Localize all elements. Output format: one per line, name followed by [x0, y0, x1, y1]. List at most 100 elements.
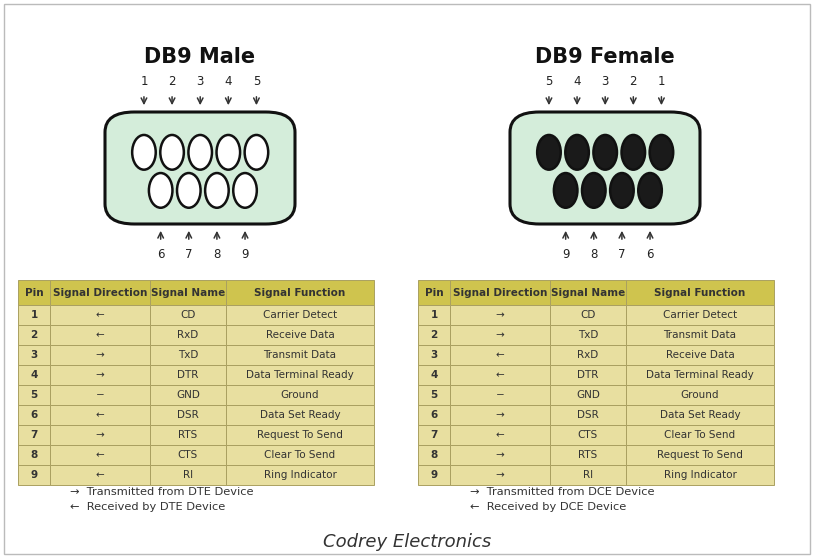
Text: Signal Function: Signal Function: [255, 287, 346, 297]
Text: CD: CD: [181, 310, 195, 320]
Bar: [18, 405, 50, 425]
Text: ←  Received by DTE Device: ← Received by DTE Device: [70, 502, 225, 512]
Bar: [418, 405, 450, 425]
Text: 2: 2: [431, 330, 438, 340]
Text: RI: RI: [183, 470, 193, 480]
Text: Data Set Ready: Data Set Ready: [260, 410, 340, 420]
Text: Signal Name: Signal Name: [551, 287, 625, 297]
Bar: [18, 305, 50, 325]
Ellipse shape: [160, 135, 184, 170]
Bar: [226, 405, 374, 425]
Text: Signal Name: Signal Name: [151, 287, 225, 297]
Text: 7: 7: [618, 248, 626, 261]
Text: Transmit Data: Transmit Data: [663, 330, 737, 340]
Bar: [18, 445, 50, 465]
Ellipse shape: [188, 135, 212, 170]
Bar: [226, 345, 374, 365]
Bar: [150, 405, 226, 425]
Text: Pin: Pin: [425, 287, 444, 297]
Text: DTR: DTR: [177, 370, 199, 380]
Text: Signal Direction: Signal Direction: [453, 287, 547, 297]
Text: Carrier Detect: Carrier Detect: [663, 310, 737, 320]
Bar: [450, 425, 550, 445]
Text: TxD: TxD: [578, 330, 598, 340]
Bar: [550, 445, 626, 465]
Bar: [626, 345, 774, 365]
Ellipse shape: [217, 135, 240, 170]
Text: 9: 9: [241, 248, 249, 261]
Bar: [626, 425, 774, 445]
Ellipse shape: [554, 173, 577, 208]
Bar: [226, 280, 374, 305]
Text: 9: 9: [562, 248, 570, 261]
Text: ←: ←: [95, 410, 104, 420]
Text: Clear To Send: Clear To Send: [265, 450, 335, 460]
Bar: [226, 325, 374, 345]
Text: 1: 1: [431, 310, 438, 320]
Text: GND: GND: [176, 390, 200, 400]
Text: 1: 1: [30, 310, 37, 320]
Text: RTS: RTS: [178, 430, 198, 440]
Text: Ground: Ground: [281, 390, 319, 400]
Text: Data Set Ready: Data Set Ready: [659, 410, 740, 420]
Text: →: →: [496, 470, 505, 480]
Bar: [550, 280, 626, 305]
Text: Data Terminal Ready: Data Terminal Ready: [246, 370, 354, 380]
Text: TxD: TxD: [177, 350, 198, 360]
Bar: [550, 305, 626, 325]
Ellipse shape: [537, 135, 561, 170]
Bar: [626, 405, 774, 425]
Text: ←  Received by DCE Device: ← Received by DCE Device: [470, 502, 626, 512]
Text: RxD: RxD: [577, 350, 598, 360]
Text: 7: 7: [431, 430, 438, 440]
Text: −: −: [95, 390, 104, 400]
Text: →: →: [95, 350, 104, 360]
Ellipse shape: [565, 135, 589, 170]
Ellipse shape: [149, 173, 173, 208]
Text: GND: GND: [576, 390, 600, 400]
Bar: [150, 325, 226, 345]
Text: −: −: [496, 390, 505, 400]
Text: ←: ←: [496, 430, 505, 440]
Bar: [50, 465, 150, 485]
Bar: [50, 425, 150, 445]
FancyBboxPatch shape: [510, 112, 700, 224]
Bar: [150, 425, 226, 445]
Text: 7: 7: [30, 430, 37, 440]
Text: 4: 4: [225, 75, 232, 88]
Bar: [418, 465, 450, 485]
Bar: [50, 305, 150, 325]
Text: 2: 2: [629, 75, 637, 88]
Ellipse shape: [234, 173, 256, 208]
Bar: [150, 385, 226, 405]
Bar: [50, 325, 150, 345]
Bar: [418, 345, 450, 365]
Text: →: →: [95, 370, 104, 380]
Ellipse shape: [638, 173, 662, 208]
Bar: [50, 345, 150, 365]
Bar: [226, 385, 374, 405]
Text: 4: 4: [431, 370, 438, 380]
Bar: [418, 385, 450, 405]
Bar: [450, 405, 550, 425]
Bar: [626, 445, 774, 465]
Bar: [418, 445, 450, 465]
Ellipse shape: [177, 173, 200, 208]
Bar: [150, 280, 226, 305]
Bar: [150, 345, 226, 365]
Bar: [150, 365, 226, 385]
FancyBboxPatch shape: [105, 112, 295, 224]
Text: 1: 1: [658, 75, 665, 88]
Text: RxD: RxD: [177, 330, 199, 340]
Bar: [18, 385, 50, 405]
Bar: [418, 280, 450, 305]
Text: DTR: DTR: [577, 370, 598, 380]
Bar: [550, 425, 626, 445]
Bar: [418, 425, 450, 445]
Text: Request To Send: Request To Send: [257, 430, 343, 440]
Text: Ring Indicator: Ring Indicator: [663, 470, 737, 480]
Bar: [418, 305, 450, 325]
Bar: [550, 325, 626, 345]
Bar: [150, 465, 226, 485]
Bar: [50, 385, 150, 405]
